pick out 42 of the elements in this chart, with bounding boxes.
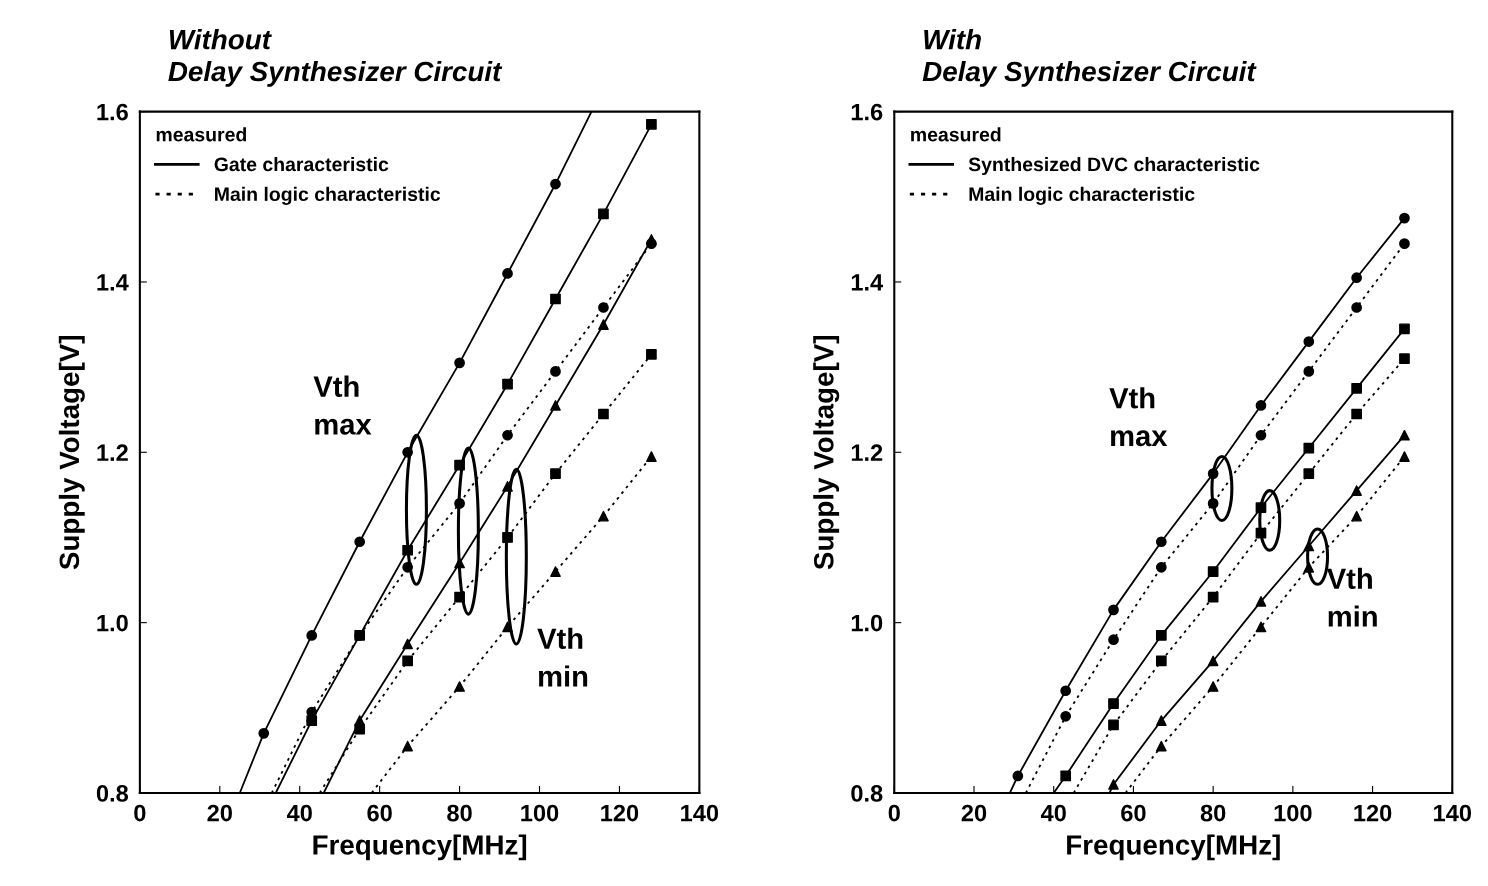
x-tick-label: 60 [1121,804,1146,822]
annotation: Vth min [1326,567,1377,627]
y-tick-label: 1.0 [97,614,128,632]
x-tick-label: 60 [367,804,392,822]
x-axis-title: Frequency[MHz] [1067,834,1280,861]
x-axis-title: Frequency[MHz] [313,834,527,861]
x-tick-label: 0 [134,804,146,822]
legend-label: Gate characteristic [214,156,389,172]
x-tick-label: 40 [1040,804,1066,822]
annotation: Vth max [313,375,372,435]
chart-title: Without Delay Synthesizer Circuit [168,29,503,87]
y-tick-label: 1.2 [851,444,883,461]
y-tick-label: 1.0 [851,614,883,632]
x-tick-label: 0 [888,804,900,822]
x-tick-label: 100 [521,804,559,822]
x-tick-label: 80 [447,804,472,822]
y-tick-label: 0.8 [851,785,883,802]
annotation: Vth max [1109,387,1168,447]
y-tick-label: 1.4 [97,274,129,291]
x-tick-label: 120 [601,804,639,822]
x-tick-label: 120 [1354,804,1392,822]
legend-title: measured [911,127,1001,142]
x-tick-label: 40 [286,804,312,822]
y-tick-label: 1.6 [97,103,128,121]
x-tick-label: 20 [961,804,987,822]
legend-label: Main logic characteristic [969,186,1195,205]
legend-label: Main logic characteristic [215,186,441,205]
y-axis-title: Supply Voltage[V] [58,336,85,570]
x-tick-label: 20 [207,804,232,822]
y-tick-label: 0.8 [96,785,129,802]
y-tick-label: 1.6 [851,103,883,121]
legend-label: Synthesized DVC characteristic [968,156,1260,176]
x-tick-label: 140 [1434,804,1472,822]
chart-title: With Delay Synthesizer Circuit [922,29,1257,87]
y-axis-title: Supply Voltage[V] [813,336,840,570]
x-tick-label: 140 [681,804,719,822]
legend-title: measured [156,127,247,142]
x-tick-label: 80 [1200,804,1226,822]
y-tick-label: 1.2 [97,444,128,461]
y-tick-label: 1.4 [851,274,884,291]
annotation: Vth min [537,627,588,687]
x-tick-label: 100 [1274,804,1312,822]
